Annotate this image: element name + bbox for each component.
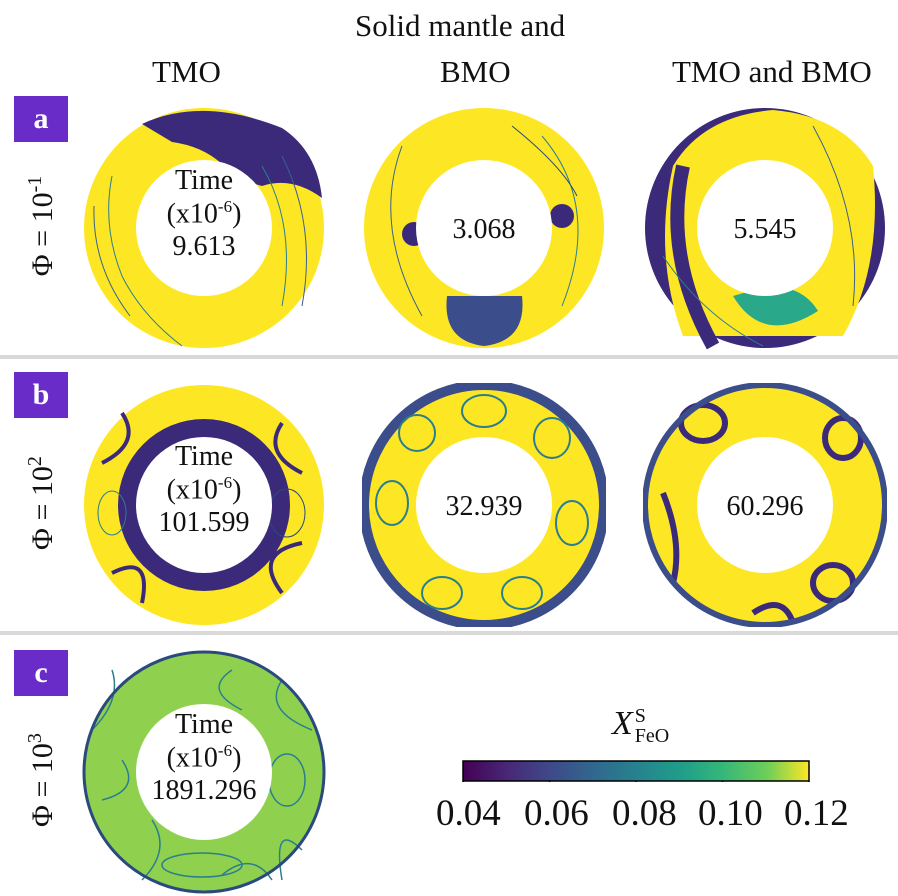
phi-label-b: Φ = 102	[24, 403, 60, 603]
colorbar-tick: 0.06	[524, 793, 589, 834]
header-top-line: Solid mantle and	[355, 8, 566, 43]
colorbar-tick: 0.10	[698, 793, 763, 834]
panel-a-tmo-time: Time (x10-6) 9.613	[132, 164, 276, 263]
row-separator	[0, 355, 898, 359]
time-value: 1891.296	[151, 775, 257, 807]
time-label: Time	[174, 165, 234, 196]
ring-b-bmo	[362, 383, 606, 627]
time-value: 101.599	[158, 507, 250, 539]
colorbar-tick: 0.04	[436, 793, 501, 834]
panel-b-tmo-time: Time (x10-6) 101.599	[132, 440, 276, 539]
ring-c-tmo	[82, 650, 326, 894]
column-header-bmo: BMO	[440, 54, 511, 89]
time-label: Time	[174, 441, 234, 472]
colorbar-label: X S FeO	[612, 704, 670, 747]
ring-b-tmo	[84, 385, 324, 625]
column-header-tmo-and-bmo: TMO and BMO	[672, 54, 872, 89]
panel-label-c: c	[14, 650, 68, 696]
column-header-tmo: TMO	[152, 54, 221, 89]
ring-a-bmo	[364, 108, 604, 348]
panel-a-tmo-and-bmo-time: 5.545	[733, 214, 797, 245]
time-value: 9.613	[172, 231, 236, 263]
time-units: (x10-6)	[166, 473, 242, 506]
time-label: Time	[174, 709, 234, 740]
time-units: (x10-6)	[166, 197, 242, 230]
phi-exponent: 2	[24, 456, 46, 467]
phi-exponent: -1	[24, 175, 46, 193]
phi-label-a: Φ = 10-1	[24, 126, 60, 326]
phi-prefix: Φ = 10	[26, 192, 59, 277]
ring-a-tmo	[84, 108, 324, 348]
colorbar-tick: 0.12	[784, 793, 849, 834]
phi-label-c: Φ = 103	[24, 680, 60, 880]
phi-exponent: 3	[24, 733, 46, 744]
phi-prefix: Φ = 10	[26, 743, 59, 827]
row-separator	[0, 631, 898, 635]
ring-a-tmo-and-bmo	[645, 108, 885, 350]
panel-b-tmo-and-bmo-time: 60.296	[726, 491, 804, 522]
colorbar	[462, 760, 810, 782]
panel-label-b: b	[14, 372, 68, 418]
panel-b-bmo-time: 32.939	[445, 491, 523, 522]
phi-prefix: Φ = 10	[26, 466, 59, 550]
panel-label-a: a	[14, 96, 68, 142]
panel-c-tmo-time: Time (x10-6) 1891.296	[132, 708, 276, 807]
time-units: (x10-6)	[166, 741, 242, 774]
panel-a-bmo-time: 3.068	[452, 214, 516, 245]
ring-b-tmo-and-bmo	[643, 383, 887, 627]
colorbar-tick: 0.08	[612, 793, 677, 834]
